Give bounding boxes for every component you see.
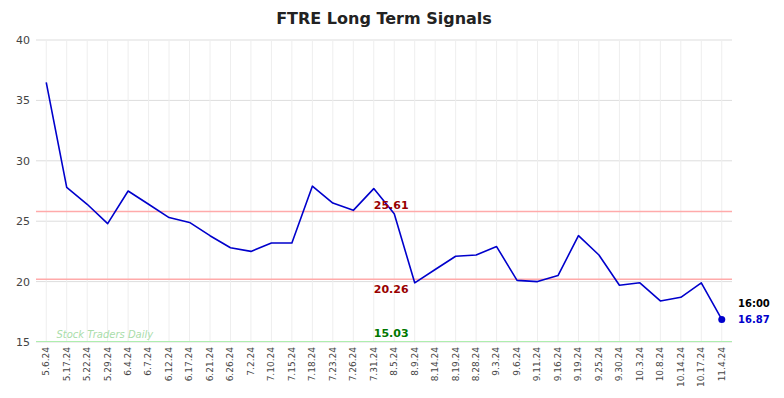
x-tick-label: 8.14.24: [430, 347, 440, 382]
signal-line: [36, 278, 732, 280]
grid-line-x: [312, 40, 313, 342]
grid-line-x: [619, 40, 620, 342]
grid-line-x: [517, 40, 518, 342]
x-tick-label: 5.17.24: [62, 347, 72, 382]
x-tick-label: 5.22.24: [82, 347, 92, 382]
end-label-time: 16:00: [738, 298, 770, 309]
grid-line-x: [537, 40, 538, 342]
x-tick-label: 9.25.24: [594, 347, 604, 382]
x-tick-label: 7.18.24: [307, 347, 317, 382]
grid-line: [36, 160, 732, 161]
x-tick-label: 7.2.24: [246, 347, 256, 376]
x-tick-label: 7.23.24: [328, 347, 338, 382]
grid-line-x: [250, 40, 251, 342]
grid-line-x: [169, 40, 170, 342]
grid-line: [36, 221, 732, 222]
grid-line-x: [701, 40, 702, 342]
chart: FTRE Long Term Signals 15 20 25 30 35 40 5.6.24…: [0, 0, 784, 398]
y-tick-label: 15: [16, 336, 30, 349]
x-tick-label: 6.4.24: [123, 347, 133, 376]
price-line: [46, 82, 722, 319]
grid-line-x: [271, 40, 272, 342]
grid-line-x: [598, 40, 599, 342]
x-tick-label: 8.28.24: [471, 347, 481, 382]
grid-line-x: [107, 40, 108, 342]
grid-line-x: [435, 40, 436, 342]
x-tick-label: 8.9.24: [410, 347, 420, 376]
x-tick-label: 10.17.24: [696, 347, 706, 387]
end-dot: [718, 316, 725, 323]
x-tick-label: 5.29.24: [103, 347, 113, 382]
y-tick-label: 25: [16, 215, 30, 228]
x-tick-label: 11.4.24: [717, 347, 727, 382]
grid-line-x: [496, 40, 497, 342]
x-tick-label: 8.5.24: [389, 347, 399, 376]
x-tick-label: 7.31.24: [369, 347, 379, 382]
x-tick-label: 7.10.24: [266, 347, 276, 382]
grid-line-x: [291, 40, 292, 342]
grid-line-x: [476, 40, 477, 342]
watermark: Stock Traders Daily: [56, 329, 154, 340]
grid-line-x: [66, 40, 67, 342]
grid-line-x: [332, 40, 333, 342]
grid-line: [36, 40, 732, 41]
x-tick-label: 8.19.24: [451, 347, 461, 382]
x-tick-label: 9.11.24: [532, 347, 542, 382]
x-tick-label: 5.6.24: [41, 347, 51, 376]
title: FTRE Long Term Signals: [276, 9, 492, 28]
grid-line-x: [373, 40, 374, 342]
grid-line: [36, 281, 732, 282]
y-tick-label: 40: [16, 34, 30, 47]
x-tick-label: 9.6.24: [512, 347, 522, 376]
grid-line-x: [87, 40, 88, 342]
y-tick-label: 30: [16, 155, 30, 168]
grid-line-x: [721, 40, 722, 342]
y-tick-label: 20: [16, 276, 30, 289]
grid-line-x: [230, 40, 231, 342]
grid: [36, 40, 732, 342]
grid-line-x: [558, 40, 559, 342]
grid-line-x: [353, 40, 354, 342]
grid-line-x: [210, 40, 211, 342]
grid-line-x: [148, 40, 149, 342]
x-tick-label: 10.8.24: [655, 347, 665, 382]
grid-line-x: [639, 40, 640, 342]
x-tick-label: 6.17.24: [184, 347, 194, 382]
x-tick-label: 7.26.24: [348, 347, 358, 382]
x-tick-label: 9.30.24: [614, 347, 624, 382]
x-tick-label: 10.14.24: [676, 347, 686, 387]
end-label-value: 16.87: [738, 314, 770, 325]
annotation: 20.26: [374, 283, 409, 296]
x-tick-label: 6.12.24: [164, 347, 174, 382]
x-tick-label: 6.26.24: [225, 347, 235, 382]
signal-line: [36, 341, 732, 342]
grid-line-x: [578, 40, 579, 342]
grid-line-x: [394, 40, 395, 342]
annotation: 25.61: [374, 199, 409, 212]
x-tick-label: 6.7.24: [143, 347, 153, 376]
x-tick-label: 9.16.24: [553, 347, 563, 382]
grid-line-x: [455, 40, 456, 342]
x-tick-label: 7.15.24: [287, 347, 297, 382]
background: [0, 0, 784, 398]
annotation: 15.03: [374, 327, 409, 340]
x-tick-label: 9.3.24: [491, 347, 501, 376]
plot-area: [36, 82, 732, 342]
grid-line: [36, 100, 732, 101]
x-tick-label: 10.3.24: [635, 347, 645, 382]
grid-line-x: [189, 40, 190, 342]
x-tick-label: 9.19.24: [573, 347, 583, 382]
grid-line: [36, 342, 732, 343]
grid-line-x: [414, 40, 415, 342]
grid-line-x: [660, 40, 661, 342]
y-tick-label: 35: [16, 94, 30, 107]
x-tick-label: 6.21.24: [205, 347, 215, 382]
